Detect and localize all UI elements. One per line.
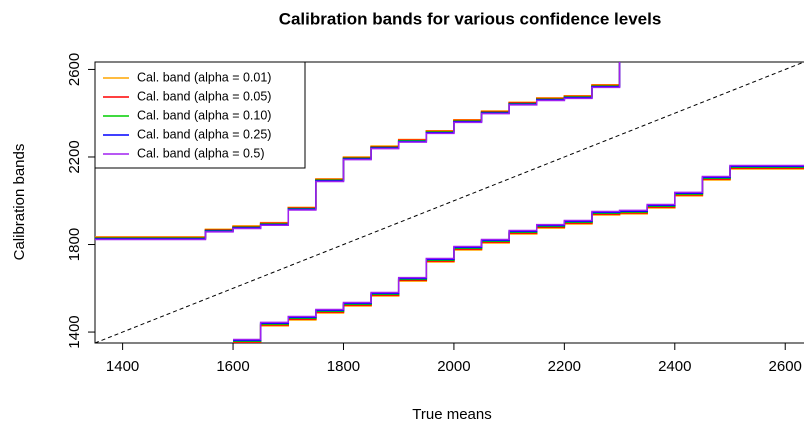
x-axis-label: True means — [412, 406, 491, 423]
x-tick-label: 1600 — [216, 358, 249, 375]
y-axis-label: Calibration bands — [11, 144, 28, 261]
band-line — [233, 167, 804, 343]
legend-label: Cal. band (alpha = 0.10) — [137, 108, 271, 122]
diagonal — [95, 62, 804, 343]
band-line — [233, 165, 804, 342]
chart-title: Calibration bands for various confidence… — [279, 9, 662, 28]
band-line — [233, 168, 804, 343]
legend-label: Cal. band (alpha = 0.5) — [137, 146, 265, 160]
legend-label: Cal. band (alpha = 0.01) — [137, 70, 271, 84]
legend-label: Cal. band (alpha = 0.05) — [137, 89, 271, 103]
legend: Cal. band (alpha = 0.01) Cal. band (alpha… — [94, 61, 306, 169]
band-line — [233, 164, 804, 341]
plot-area — [95, 62, 804, 343]
y-tick-label: 2200 — [66, 140, 83, 173]
legend-label: Cal. band (alpha = 0.25) — [137, 127, 271, 141]
band-line — [95, 62, 621, 241]
x-tick-label: 2000 — [437, 358, 470, 375]
legend-box — [94, 61, 306, 169]
y-tick-label: 2600 — [66, 53, 83, 86]
x-tick-label: 2400 — [658, 358, 691, 375]
x-tick-label: 1800 — [327, 358, 360, 375]
x-tick-label: 2200 — [548, 358, 581, 375]
y-tick-label: 1400 — [66, 315, 83, 348]
y-tick-label: 1800 — [66, 228, 83, 261]
x-tick-label: 1400 — [106, 358, 139, 375]
x-tick-label: 2600 — [769, 358, 802, 375]
axes: 1400 1600 1800 2000 2200 2400 2600 1400 1800 2200… — [66, 53, 802, 375]
